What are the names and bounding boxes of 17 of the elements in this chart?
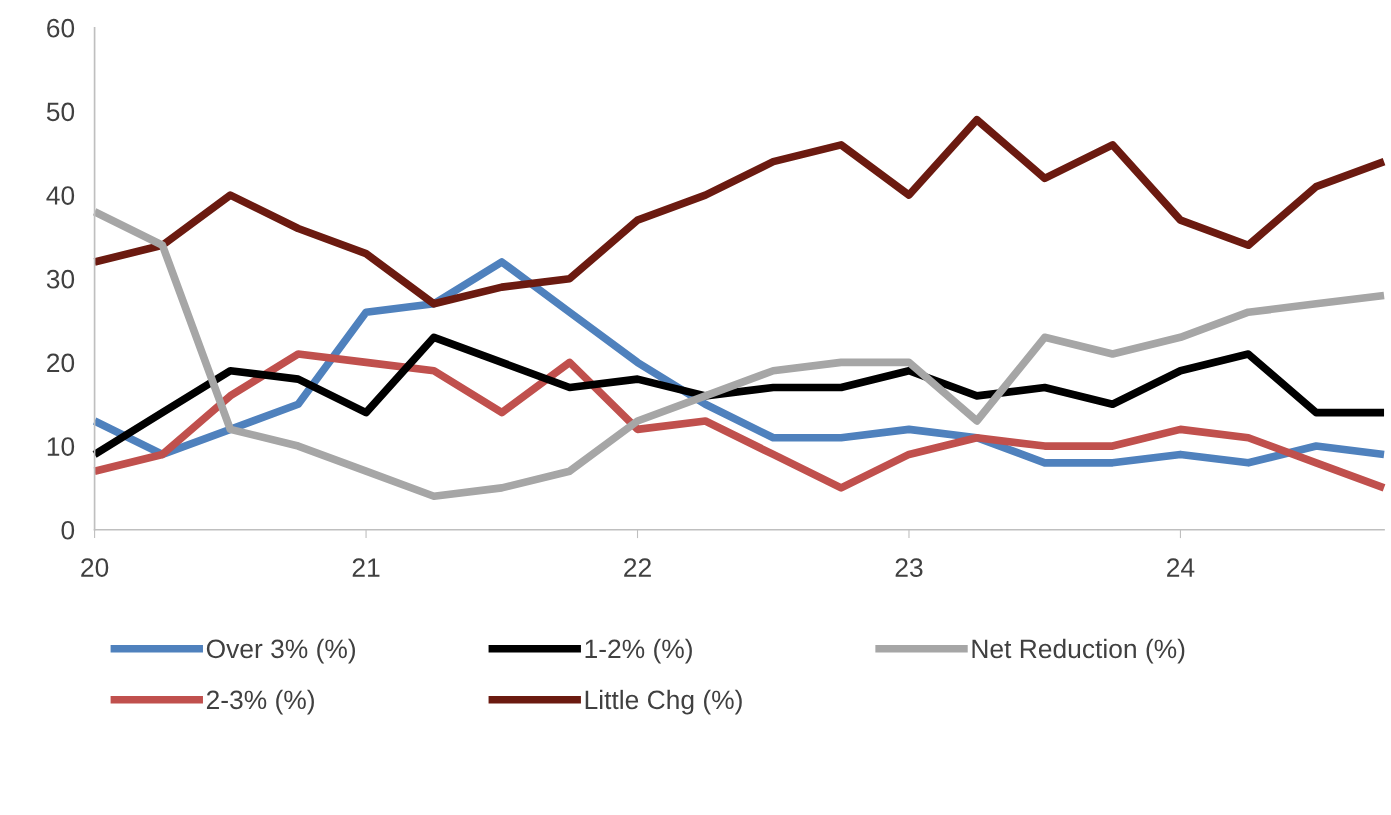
legend-label: Net Reduction (%) — [972, 638, 1185, 664]
y-tick-label: 50 — [46, 102, 75, 122]
y-tick-label: 0 — [61, 520, 75, 540]
y-tick-label: 20 — [47, 353, 75, 373]
y-tick-label: 40 — [46, 186, 75, 205]
y-tick-label: 10 — [47, 437, 75, 456]
y-tick-label: 30 — [46, 269, 75, 289]
legend-label: 1-2% (%) — [585, 638, 692, 664]
x-tick-label: 24 — [1167, 558, 1195, 577]
legend-label: Over 3% (%) — [206, 638, 355, 664]
x-tick-label: 23 — [895, 558, 923, 577]
x-tick-label: 20 — [81, 558, 109, 577]
x-tick-label: 21 — [352, 558, 380, 577]
legend-label: Little Chg (%) — [585, 689, 742, 715]
legend-label: 2-3% (%) — [206, 689, 314, 715]
x-tick-label: 22 — [624, 558, 651, 577]
y-tick-label: 60 — [47, 18, 75, 38]
